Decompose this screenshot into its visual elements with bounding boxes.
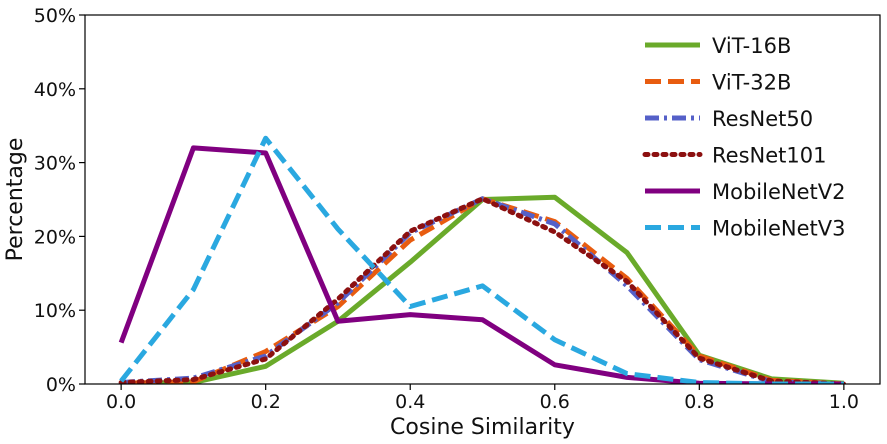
legend-item-vit-16b: ViT-16B — [645, 34, 791, 58]
x-tick-label: 0.2 — [251, 391, 281, 413]
legend: ViT-16B ViT-32B ResNet50 ResNet101 MobileNet… — [642, 34, 845, 241]
legend-item-resnet101: ResNet101 — [642, 144, 826, 168]
y-tick-label: 20% — [34, 226, 76, 248]
legend-item-vit-32b: ViT-32B — [645, 71, 791, 95]
legend-label: ViT-32B — [712, 71, 791, 95]
x-tick-label: 0.0 — [106, 391, 136, 413]
y-axis-label: Percentage — [3, 138, 28, 262]
plot-area — [118, 135, 847, 384]
x-tick-label: 1.0 — [829, 391, 859, 413]
legend-label: ResNet50 — [712, 107, 813, 131]
series-line-resnet50 — [120, 196, 844, 384]
y-tick-label: 40% — [34, 79, 76, 101]
series-line-resnet101 — [118, 196, 847, 384]
axes: 0.0 0.2 0.4 0.6 0.8 1.0 0% 10% 20% 30% 40% 50% — [34, 5, 881, 413]
legend-item-resnet50: ResNet50 — [645, 107, 813, 131]
y-tick-label: 50% — [34, 5, 76, 27]
y-tick-label: 0% — [46, 374, 76, 396]
legend-label: ResNet101 — [712, 144, 826, 168]
legend-item-mobilenetv3: MobileNetV3 — [645, 217, 845, 241]
x-tick-label: 0.8 — [684, 391, 714, 413]
x-tick-label: 0.4 — [395, 391, 425, 413]
y-tick-label: 30% — [34, 153, 76, 175]
y-tick-label: 10% — [34, 300, 76, 322]
x-tick-label: 0.6 — [540, 391, 570, 413]
legend-label: MobileNetV3 — [712, 217, 845, 241]
legend-label: ViT-16B — [712, 34, 791, 58]
series-line-mobilenetv3 — [119, 135, 844, 384]
x-axis-label: Cosine Similarity — [390, 415, 575, 440]
legend-item-mobilenetv2: MobileNetV2 — [645, 180, 845, 204]
legend-label: MobileNetV2 — [712, 180, 845, 204]
plot-frame — [84, 14, 881, 385]
